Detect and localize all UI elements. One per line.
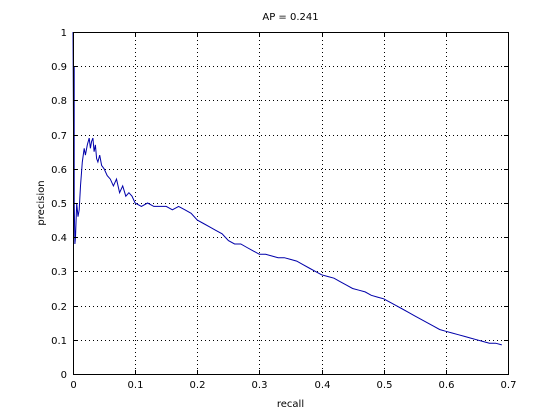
x-tick-label: 0.3 <box>252 380 268 391</box>
y-axis-label: precision <box>36 180 47 225</box>
y-tick-label: 0.6 <box>51 165 67 176</box>
precision-recall-line <box>72 31 502 346</box>
y-tick-label: 0.9 <box>51 62 67 73</box>
x-tick-label: 0.6 <box>439 380 455 391</box>
y-tick-label: 0.3 <box>51 267 67 278</box>
x-tick-label: 0.4 <box>315 380 331 391</box>
series-layer <box>72 31 502 346</box>
y-tick-label: 1 <box>61 28 67 39</box>
x-axis-label: recall <box>277 399 304 410</box>
y-tick-label: 0.4 <box>51 233 67 244</box>
y-tick-label: 0.2 <box>51 302 67 313</box>
plot-area <box>73 32 508 374</box>
y-tick-label: 0.8 <box>51 96 67 107</box>
axis-ticks: 0 0.1 0.2 0.3 0.4 0.5 0.6 0.7 0 0.1 0.2 0.3 0.4 0.5 0.… <box>51 28 516 391</box>
x-tick-label: 0.5 <box>377 380 393 391</box>
x-tick-label: 0.1 <box>128 380 144 391</box>
chart-title: AP = 0.241 <box>262 12 318 23</box>
x-tick-label: 0.7 <box>501 380 517 391</box>
y-tick-label: 0 <box>61 370 67 381</box>
x-tick-label: 0 <box>70 380 76 391</box>
y-tick-label: 0.1 <box>51 336 67 347</box>
x-tick-label: 0.2 <box>190 380 206 391</box>
y-tick-label: 0.7 <box>51 131 67 142</box>
grid-lines <box>73 32 508 374</box>
y-tick-label: 0.5 <box>51 199 67 210</box>
